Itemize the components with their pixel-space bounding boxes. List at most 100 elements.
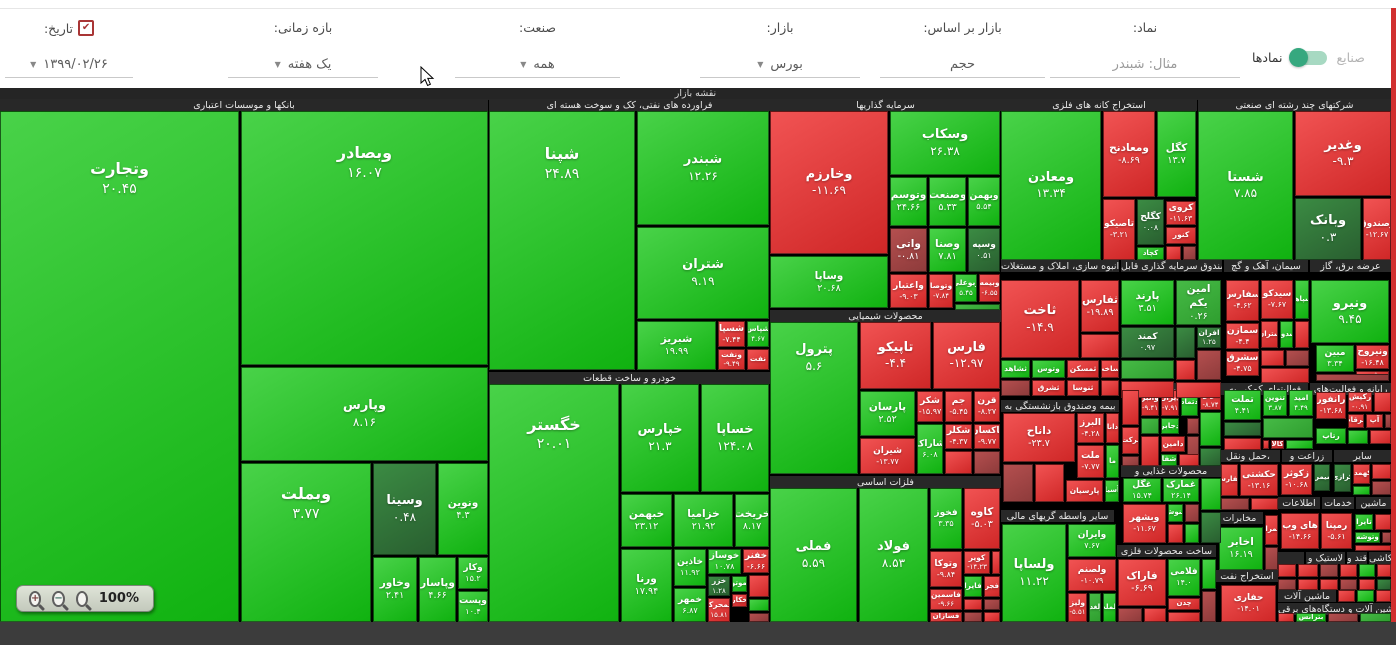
treemap-micro-tile[interactable] bbox=[1375, 514, 1391, 530]
treemap-tile[interactable]: فسازان bbox=[930, 612, 962, 622]
treemap-micro-tile[interactable] bbox=[1176, 360, 1195, 380]
treemap-tile[interactable]: بترانس bbox=[1296, 613, 1326, 622]
treemap-tile[interactable]: سیدکو -۷.۶۷ bbox=[1261, 280, 1293, 319]
treemap-tile[interactable]: افران ۱.۲۵ bbox=[1197, 327, 1221, 348]
treemap-tile[interactable]: مبین ۳.۳۴ bbox=[1316, 345, 1354, 372]
treemap-tile[interactable]: وصنعت ۵.۳۳ bbox=[929, 177, 966, 226]
treemap-micro-tile[interactable] bbox=[1187, 418, 1199, 434]
treemap-tile[interactable]: سشرق -۴.۷۵ bbox=[1226, 351, 1259, 376]
treemap-tile[interactable]: جم -۵.۴۵ bbox=[945, 391, 972, 422]
treemap-micro-tile[interactable] bbox=[1202, 559, 1216, 589]
treemap-micro-tile[interactable] bbox=[1372, 464, 1391, 479]
treemap-tile[interactable]: ثشاهد bbox=[1001, 360, 1030, 378]
treemap-micro-tile[interactable] bbox=[1298, 579, 1318, 590]
treemap-micro-tile[interactable] bbox=[1286, 440, 1313, 449]
treemap-tile[interactable]: شاراک۶.۰۸ bbox=[917, 424, 943, 474]
treemap-tile[interactable]: کچاد bbox=[1137, 247, 1164, 260]
treemap-tile[interactable]: شکلر -۴.۳۷ bbox=[945, 424, 972, 449]
treemap-micro-tile[interactable] bbox=[1221, 498, 1249, 510]
treemap-micro-tile[interactable] bbox=[1081, 334, 1119, 358]
treemap-micro-tile[interactable] bbox=[1376, 590, 1391, 602]
treemap-tile[interactable]: پاکسان-۹.۷۷ bbox=[974, 424, 1000, 449]
treemap-micro-tile[interactable] bbox=[1278, 564, 1296, 577]
treemap-tile[interactable]: وتوس bbox=[1032, 360, 1065, 378]
treemap-tile[interactable]: کروی -۱۱.۶۳ bbox=[1166, 201, 1196, 225]
treemap-micro-tile[interactable] bbox=[945, 451, 972, 474]
treemap-micro-tile[interactable] bbox=[1340, 564, 1357, 577]
treemap-tile[interactable]: وبهمن ۵.۵۴ bbox=[968, 177, 1000, 226]
treemap-tile[interactable]: تایرا bbox=[1355, 514, 1373, 530]
treemap-micro-tile[interactable] bbox=[964, 612, 982, 622]
treemap-tile[interactable]: داناح -۲۳.۷ bbox=[1003, 413, 1075, 462]
treemap-tile[interactable]: زکوثر -۱۰.۶۸ bbox=[1281, 464, 1312, 495]
treemap-tile[interactable]: وپارس ۸.۱۶ bbox=[241, 367, 488, 461]
treemap-micro-tile[interactable] bbox=[1338, 590, 1355, 602]
treemap-micro-tile[interactable] bbox=[1144, 608, 1166, 622]
treemap-tile[interactable]: شستا ۷.۸۵ bbox=[1198, 111, 1293, 260]
treemap-tile[interactable]: حفارس bbox=[1221, 464, 1238, 496]
treemap-tile[interactable]: کمند ۰.۹۷ bbox=[1121, 327, 1174, 358]
treemap-tile[interactable]: رمپنا -۵.۶۱ bbox=[1321, 513, 1352, 549]
treemap-tile[interactable]: وتوصا -۷.۸۴ bbox=[929, 274, 953, 308]
treemap-tile[interactable]: اخابر ۱۶.۱۹ bbox=[1219, 527, 1263, 570]
treemap-tile[interactable]: سپاها bbox=[1295, 280, 1309, 319]
treemap-tile[interactable]: شپاس ۴.۶۷ bbox=[747, 321, 769, 347]
treemap-tile[interactable]: ولملت bbox=[1103, 593, 1116, 622]
treemap-tile[interactable]: خمهر ۶.۸۷ bbox=[674, 588, 706, 622]
treemap-micro-tile[interactable] bbox=[1359, 579, 1375, 590]
treemap-tile[interactable]: وساپا ۲۰.۶۸ bbox=[770, 256, 888, 308]
treemap-micro-tile[interactable] bbox=[1357, 590, 1374, 602]
treemap-micro-tile[interactable] bbox=[1263, 418, 1313, 438]
treemap-tile[interactable]: خوساز ۱۰.۷۸ bbox=[708, 549, 741, 574]
treemap-tile[interactable]: ولیز -۵.۵۱ bbox=[1068, 593, 1087, 622]
treemap-micro-tile[interactable] bbox=[974, 451, 1000, 474]
treemap-tile[interactable]: پارسان ۲.۵۲ bbox=[860, 391, 915, 436]
treemap-micro-tile[interactable] bbox=[1176, 382, 1221, 398]
treemap-tile[interactable]: ورنا ۱۷.۹۴ bbox=[621, 549, 672, 622]
treemap-tile[interactable]: رتاپ bbox=[1316, 428, 1346, 444]
magnifier-icon[interactable] bbox=[75, 590, 88, 607]
treemap-micro-tile[interactable] bbox=[1359, 564, 1375, 577]
chevron-down-icon[interactable]: ▼ bbox=[520, 60, 527, 69]
treemap-micro-tile[interactable] bbox=[749, 613, 769, 622]
treemap-tile[interactable]: خبهمن ۲۳.۱۲ bbox=[621, 494, 672, 547]
treemap-micro-tile[interactable] bbox=[1197, 350, 1221, 380]
treemap-tile[interactable]: وبشهر -۱۱.۶۷ bbox=[1123, 504, 1166, 543]
treemap-tile[interactable]: فخوز ۳.۳۵ bbox=[930, 488, 962, 549]
treemap-tile[interactable]: کنور bbox=[1166, 227, 1196, 244]
treemap-tile[interactable]: ولغدر bbox=[1089, 593, 1101, 622]
treemap-micro-tile[interactable] bbox=[1101, 380, 1119, 396]
treemap-micro-tile[interactable] bbox=[1382, 532, 1391, 543]
treemap-tile[interactable]: خریخت ۸.۱۷ bbox=[735, 494, 769, 547]
treemap-tile[interactable]: کاوه -۵.۰۳ bbox=[964, 488, 1000, 549]
treemap-micro-tile[interactable] bbox=[1298, 564, 1318, 577]
treemap-tile[interactable]: آپ bbox=[1366, 414, 1383, 428]
treemap-micro-tile[interactable] bbox=[1353, 486, 1370, 495]
treemap-tile[interactable]: آسیا bbox=[1105, 480, 1119, 502]
treemap-micro-tile[interactable] bbox=[1003, 464, 1033, 502]
treemap-tile[interactable]: خساپا ۱۲۴.۰۸ bbox=[701, 384, 769, 492]
treemap-tile[interactable]: فایرا bbox=[964, 576, 982, 597]
treemap-tile[interactable]: شتران ۹.۱۹ bbox=[637, 227, 769, 319]
treemap-tile[interactable]: ونفت -۹.۴۹ bbox=[718, 349, 745, 370]
treemap-micro-tile[interactable] bbox=[1185, 504, 1199, 522]
treemap-tile[interactable]: فارس -۱۲.۹۷ bbox=[933, 322, 1000, 389]
treemap-tile[interactable]: وپاسار ۴.۶۶ bbox=[419, 557, 456, 622]
treemap-tile[interactable]: وسپه ۰.۵۱ bbox=[968, 228, 1000, 272]
treemap-tile[interactable]: پترول ۵.۶ bbox=[770, 322, 858, 474]
toggle-switch[interactable] bbox=[1289, 47, 1328, 67]
treemap-tile[interactable]: تنوین ۳.۸۷ bbox=[1263, 390, 1287, 416]
treemap-tile[interactable]: وبصادر ۱۶.۰۷ bbox=[241, 111, 488, 365]
treemap-tile[interactable]: کگل ۱۳.۷ bbox=[1157, 111, 1196, 197]
treemap-micro-tile[interactable] bbox=[964, 599, 982, 610]
treemap-tile[interactable]: وتوکا -۹.۸۴ bbox=[930, 551, 962, 587]
treemap-micro-tile[interactable] bbox=[1201, 512, 1221, 543]
treemap-tile[interactable]: وسینا ۰.۴۸ bbox=[373, 463, 436, 555]
treemap-tile[interactable]: تملت ۴.۴۱ bbox=[1224, 390, 1261, 420]
treemap-tile[interactable]: ونوین ۴.۳ bbox=[438, 463, 488, 555]
treemap-tile[interactable]: چدن bbox=[1168, 598, 1200, 610]
treemap-micro-tile[interactable] bbox=[1328, 613, 1358, 622]
treemap-tile[interactable]: ومعادنح -۸.۶۹ bbox=[1103, 111, 1155, 197]
zoom-control[interactable]: + − 100% bbox=[16, 585, 154, 612]
treemap-micro-tile[interactable] bbox=[1122, 390, 1139, 425]
